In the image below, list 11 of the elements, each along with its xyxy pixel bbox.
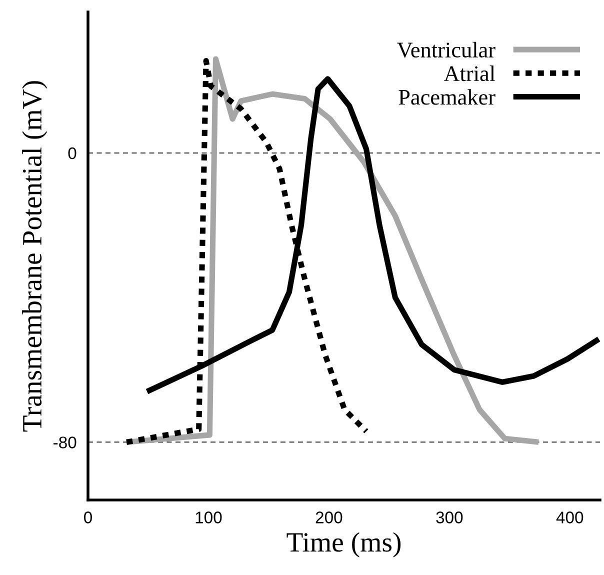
x-tick-label: 100 [196,512,222,524]
x-tick-label: 0 [84,512,92,524]
legend-label: Pacemaker [398,89,496,105]
legend-label: Atrial [444,66,496,82]
x-axis-title: Time (ms) [286,532,401,558]
y-tick-label: -80 [54,436,76,448]
x-tick-label: 200 [316,512,342,524]
y-axis-title: Transmembrane Potential (mV) [22,81,48,432]
x-tick-label: 400 [556,512,584,524]
legend-label: Ventricular [397,42,496,58]
x-tick-label: 300 [436,512,463,524]
